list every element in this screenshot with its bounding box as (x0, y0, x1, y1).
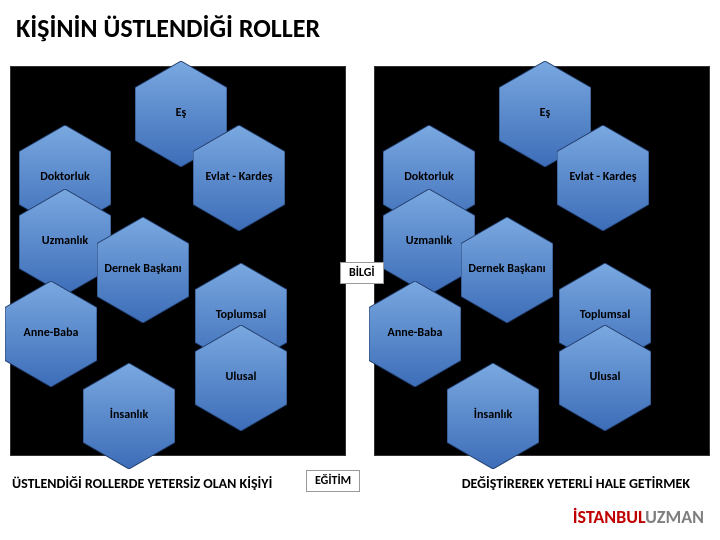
hex-evlat: Evlat - Kardeş (557, 125, 649, 231)
hex-label-uzmanlik: Uzmanlık (402, 235, 456, 248)
hex-label-doktorluk: Doktorluk (400, 171, 458, 184)
footer-part-a: İSTANBUL (573, 506, 645, 528)
hex-dernek: Dernek Başkanı (97, 217, 189, 323)
hex-label-anne: Anne-Baba (384, 327, 447, 340)
hex-label-toplumsal: Toplumsal (576, 309, 635, 322)
hex-label-ulusal: Ulusal (222, 371, 261, 384)
hex-label-insanlik: İnsanlık (106, 409, 152, 422)
footer-part-b: UZMAN (645, 506, 704, 528)
hex-label-uzmanlik: Uzmanlık (38, 235, 92, 248)
hex-label-evlat: Evlat - Kardeş (566, 171, 641, 184)
hex-label-es: Eş (172, 107, 191, 120)
hex-label-doktorluk: Doktorluk (36, 171, 94, 184)
hex-label-dernek: Dernek Başkanı (100, 263, 185, 276)
hex-evlat: Evlat - Kardeş (193, 125, 285, 231)
hex-label-evlat: Evlat - Kardeş (202, 171, 277, 184)
hex-label-ulusal: Ulusal (586, 371, 625, 384)
hex-label-toplumsal: Toplumsal (212, 309, 271, 322)
tag-bilgi: BİLGİ (340, 262, 384, 284)
hex-label-dernek: Dernek Başkanı (464, 263, 549, 276)
footer-brand: İSTANBULUZMAN (573, 506, 704, 528)
hex-insanlik: İnsanlık (83, 363, 175, 469)
hex-label-es: Eş (536, 107, 555, 120)
hex-ulusal: Ulusal (195, 325, 287, 431)
hex-label-anne: Anne-Baba (20, 327, 83, 340)
hex-insanlik: İnsanlık (447, 363, 539, 469)
right-panel: Eş Doktorluk Evlat - Kardeş Uzmanlık Dernek … (374, 66, 710, 456)
caption-left: ÜSTLENDİĞİ ROLLERDE YETERSİZ OLAN KİŞİYİ (12, 475, 272, 492)
left-panel: Eş Doktorluk Evlat - Kardeş Uzmanlık Dernek … (10, 66, 346, 456)
tag-egitim: EĞİTİM (306, 470, 360, 492)
hex-label-insanlik: İnsanlık (470, 409, 516, 422)
caption-right: DEĞİŞTİREREK YETERLİ HALE GETİRMEK (462, 475, 690, 492)
hex-ulusal: Ulusal (559, 325, 651, 431)
hex-dernek: Dernek Başkanı (461, 217, 553, 323)
slide-title: KİŞİNİN ÜSTLENDİĞİ ROLLER (16, 12, 320, 44)
